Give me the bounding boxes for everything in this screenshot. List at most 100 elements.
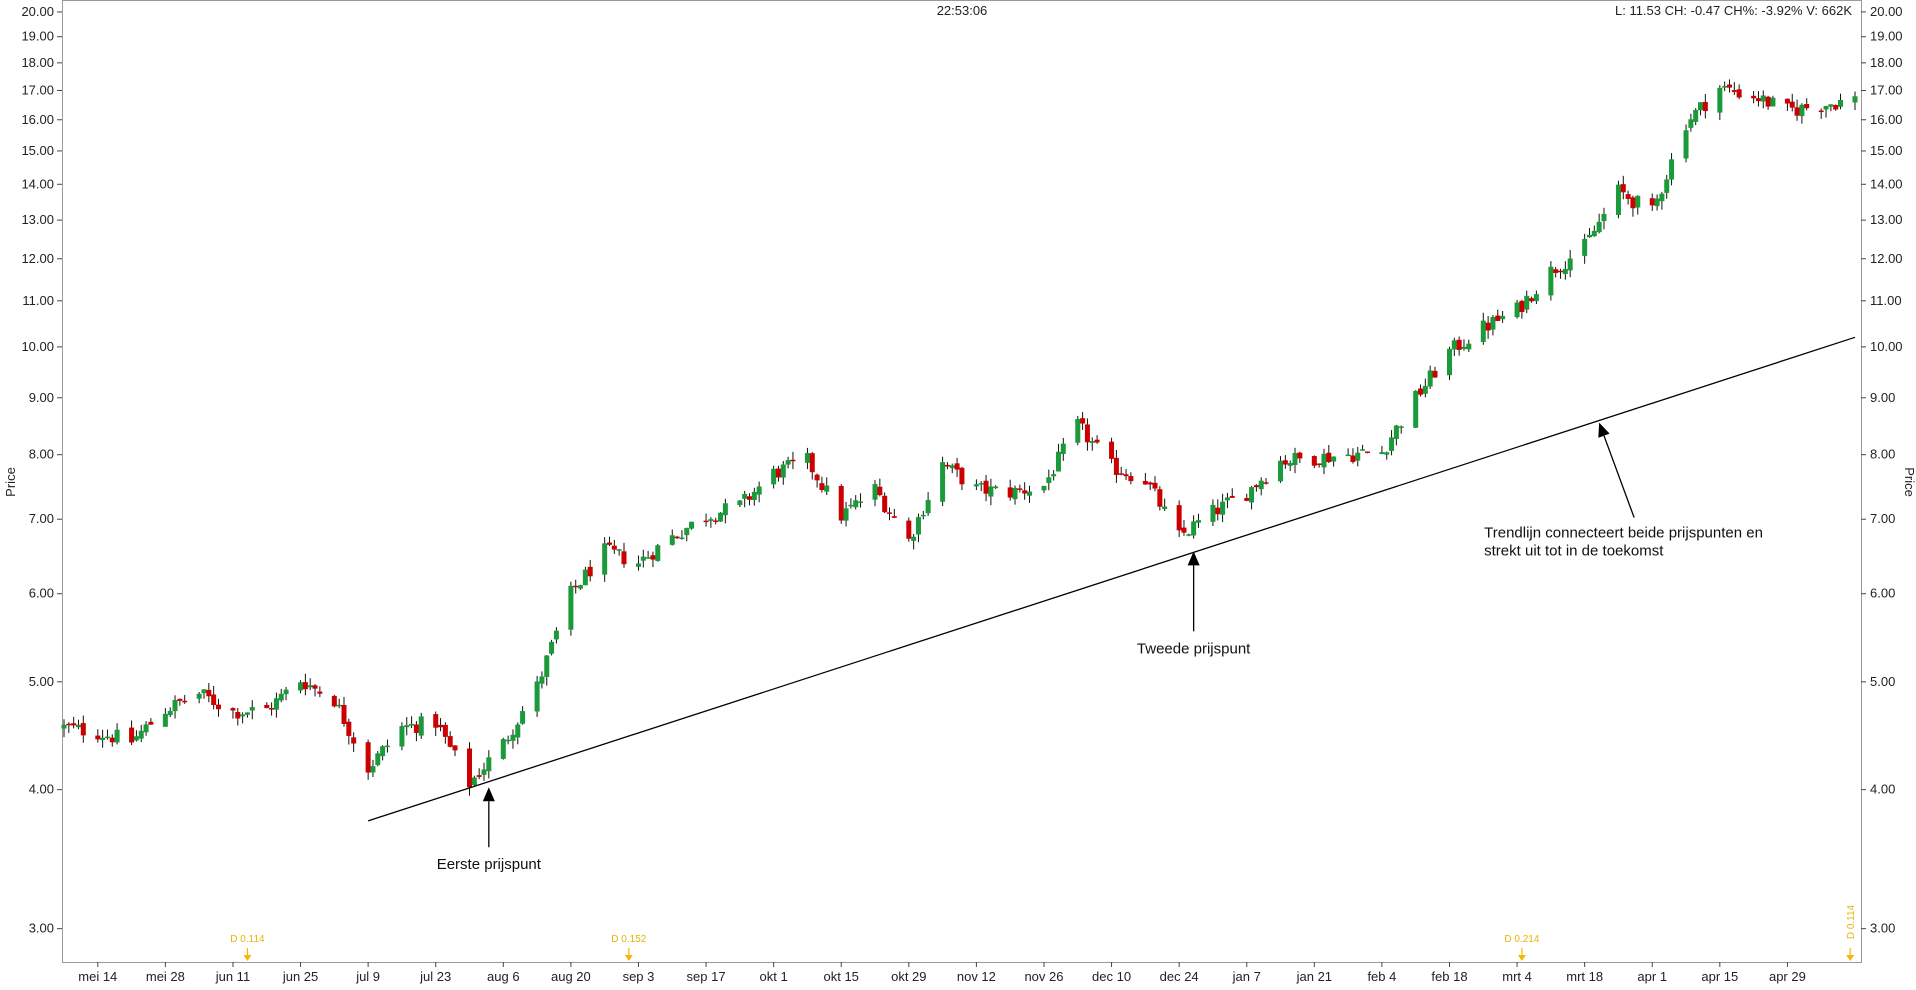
annotation-label: Trendlijn connecteert beide prijspunten … xyxy=(1484,525,1763,542)
y-tick-label-right: 7.00 xyxy=(1870,511,1895,526)
candle-body xyxy=(486,757,492,772)
candle-body xyxy=(206,689,212,697)
y-tick-label-left: 9.00 xyxy=(29,390,54,405)
dividend-markers: D 0.114 D 0.152 D 0.214 D 0.114 xyxy=(230,904,1857,961)
candle-body xyxy=(539,676,545,684)
y-tick-label-left: 20.00 xyxy=(21,4,54,19)
candle-body xyxy=(756,486,762,495)
y-tick-label-right: 19.00 xyxy=(1870,29,1903,44)
candle-body xyxy=(143,724,149,733)
candle-body xyxy=(1109,441,1115,459)
candle-body xyxy=(215,704,221,710)
candle-body xyxy=(582,569,588,586)
candle-body xyxy=(549,641,555,654)
candle-body xyxy=(75,724,81,728)
y-tick-label-left: 12.00 xyxy=(21,251,54,266)
candle-body xyxy=(534,681,540,712)
candle-body xyxy=(336,704,342,707)
candle-body xyxy=(283,689,289,695)
candle-body xyxy=(635,563,641,567)
candlestick-series xyxy=(61,79,1858,796)
candle-body xyxy=(1519,300,1525,313)
y-tick-label-left: 15.00 xyxy=(21,143,54,158)
candle-body xyxy=(1495,315,1501,321)
x-tick-label: jul 23 xyxy=(419,969,451,984)
candle-body xyxy=(133,736,139,741)
candle-body xyxy=(278,693,284,701)
candle-body xyxy=(1147,482,1153,485)
y-tick-label-right: 11.00 xyxy=(1870,293,1902,308)
candle-body xyxy=(1615,184,1621,215)
candle-body xyxy=(1181,527,1187,533)
candle-body xyxy=(1818,110,1824,113)
candle-body xyxy=(1113,457,1119,475)
candle-body xyxy=(365,742,371,773)
candle-body xyxy=(1258,480,1264,490)
candle-body xyxy=(1630,197,1636,209)
x-tick-label: jun 11 xyxy=(215,969,250,984)
header-stats: L: 11.53 CH: -0.47 CH%: -3.92% V: 662K xyxy=(1615,3,1852,18)
candle-body xyxy=(235,711,241,719)
candle-body xyxy=(891,516,897,518)
candle-body xyxy=(1804,104,1810,109)
candle-body xyxy=(1094,439,1100,443)
dividend-label: D 0.152 xyxy=(611,934,646,945)
x-tick-label: jan 21 xyxy=(1296,969,1332,984)
y-tick-label-right: 12.00 xyxy=(1870,251,1903,266)
y-tick-label-left: 11.00 xyxy=(22,293,54,308)
candle-body xyxy=(438,724,444,728)
dividend-arrow-head xyxy=(1846,955,1855,961)
candle-body xyxy=(1760,95,1766,102)
annotation-label: Tweede prijspunt xyxy=(1137,640,1251,657)
y-tick-label-left: 13.00 xyxy=(21,212,54,227)
x-tick-label: feb 4 xyxy=(1367,969,1396,984)
candle-body xyxy=(785,460,791,465)
candle-body xyxy=(824,485,830,492)
candle-body xyxy=(877,486,883,496)
candle-body xyxy=(1292,453,1298,465)
candle-body xyxy=(848,504,854,507)
candle-body xyxy=(1418,388,1424,395)
y-tick-label-left: 5.00 xyxy=(29,674,54,689)
candle-body xyxy=(814,474,820,481)
y-axis-left: 3.00 4.00 5.00 6.00 7.00 8.00 9.00 10.00 11.00 12… xyxy=(21,4,62,936)
candle-body xyxy=(843,508,849,521)
candle-body xyxy=(954,463,960,470)
dividend-label: D 0.114 xyxy=(230,934,265,945)
y-tick-label-left: 10.00 xyxy=(21,339,54,354)
x-tick-label: dec 10 xyxy=(1092,969,1131,984)
y-tick-label-right: 9.00 xyxy=(1870,390,1895,405)
x-tick-label: mrt 18 xyxy=(1566,969,1603,984)
candle-body xyxy=(249,707,255,711)
candle-body xyxy=(1838,100,1844,107)
candle-body xyxy=(452,745,458,751)
x-tick-label: apr 15 xyxy=(1701,969,1738,984)
candle-body xyxy=(838,485,844,521)
candle-body xyxy=(1287,463,1293,466)
candle-body xyxy=(1089,441,1095,443)
candle-body xyxy=(1514,302,1520,318)
candle-body xyxy=(1229,495,1235,498)
candle-body xyxy=(375,753,381,766)
candle-body xyxy=(1253,485,1259,488)
candle-body xyxy=(66,723,72,726)
candle-body xyxy=(1215,507,1221,515)
candle-body xyxy=(433,714,439,728)
candle-body xyxy=(409,723,415,726)
candle-body xyxy=(1321,453,1327,468)
y-tick-label-left: 19.00 xyxy=(21,29,54,44)
candle-body xyxy=(1384,452,1390,455)
annotation-label: Eerste prijspunt xyxy=(437,856,542,873)
y-tick-label-left: 4.00 xyxy=(29,782,54,797)
candle-body xyxy=(611,545,617,550)
candle-body xyxy=(1446,348,1452,376)
dividend-label: D 0.114 xyxy=(1846,904,1857,939)
y-tick-label-right: 15.00 xyxy=(1870,143,1903,158)
candle-body xyxy=(775,468,781,478)
candle-body xyxy=(1364,451,1370,453)
candle-body xyxy=(1186,534,1192,536)
candle-body xyxy=(1722,85,1728,88)
x-tick-label: okt 15 xyxy=(824,969,859,984)
candle-body xyxy=(568,585,574,630)
